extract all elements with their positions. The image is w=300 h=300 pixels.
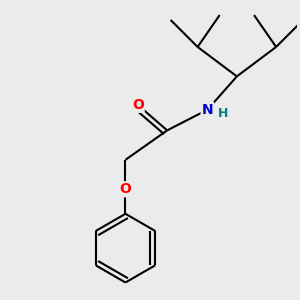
Text: O: O xyxy=(132,98,144,112)
Text: H: H xyxy=(218,107,228,120)
Text: O: O xyxy=(119,182,131,196)
Text: N: N xyxy=(202,103,213,117)
